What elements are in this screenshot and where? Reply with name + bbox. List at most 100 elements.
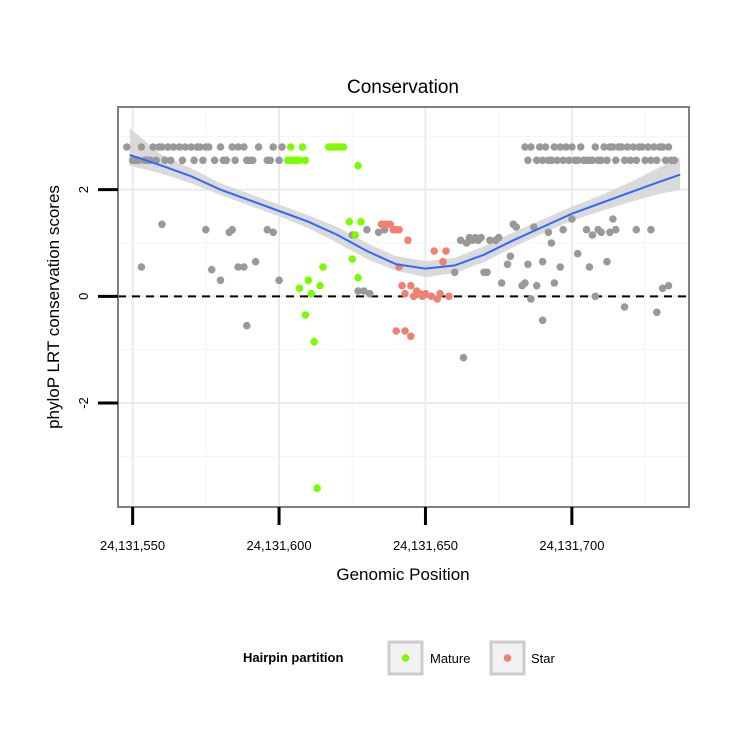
data-point-other: [562, 143, 570, 151]
data-point-other: [486, 236, 494, 245]
data-point-other: [620, 156, 629, 165]
data-point-other: [641, 156, 649, 165]
data-point-other: [169, 143, 178, 151]
data-point-other: [530, 223, 538, 231]
data-point-other: [609, 143, 617, 151]
data-point-other: [658, 143, 667, 151]
data-point-other: [623, 143, 632, 151]
data-point-other: [497, 279, 506, 287]
data-point-other: [216, 143, 225, 151]
legend-title: Hairpin partition: [243, 650, 343, 665]
data-point-star: [445, 292, 453, 301]
data-point-mature: [295, 156, 304, 165]
data-point-other: [638, 143, 646, 151]
data-point-other: [556, 263, 564, 271]
data-point-other: [538, 316, 547, 325]
data-point-other: [506, 252, 515, 261]
data-point-other: [603, 257, 611, 266]
data-point-other: [161, 156, 169, 165]
data-point-other: [532, 156, 541, 165]
data-point-other: [228, 143, 236, 151]
data-point-mature: [339, 143, 348, 151]
data-point-other: [164, 143, 172, 151]
data-point-other: [532, 281, 541, 290]
data-point-other: [556, 143, 564, 151]
x-tick-label: 24,131,550: [100, 538, 165, 553]
data-point-other: [644, 143, 652, 151]
data-point-other: [181, 143, 190, 151]
data-point-other: [137, 263, 146, 271]
data-point-other: [527, 295, 535, 303]
data-point-other: [568, 143, 576, 151]
data-point-star: [421, 289, 430, 298]
data-point-other: [576, 143, 585, 151]
data-point-other: [494, 233, 503, 242]
data-point-other: [275, 276, 283, 285]
data-point-other: [588, 156, 597, 165]
panel-border: [117, 106, 690, 508]
data-point-other: [550, 143, 559, 151]
data-point-other: [234, 263, 242, 271]
data-point-other: [565, 156, 573, 165]
data-point-other: [632, 225, 641, 234]
data-point-star: [442, 247, 450, 255]
legend-marker-mature: [401, 654, 410, 662]
data-point-other: [123, 143, 131, 151]
series-mature: [284, 143, 365, 493]
data-point-other: [559, 225, 567, 234]
data-point-other: [178, 156, 187, 165]
data-point-other: [606, 228, 614, 237]
data-point-other: [477, 233, 485, 242]
data-point-other: [664, 281, 673, 290]
data-point-other: [231, 156, 239, 165]
data-point-mature: [295, 284, 304, 293]
data-point-other: [512, 223, 520, 231]
data-point-other: [374, 228, 383, 237]
data-point-other: [582, 225, 591, 234]
data-point-other: [216, 276, 225, 285]
data-point-other: [591, 143, 600, 151]
data-point-mature: [316, 281, 324, 290]
data-point-other: [205, 143, 213, 151]
data-point-other: [620, 303, 629, 311]
data-point-mature: [319, 263, 327, 271]
data-point-other: [524, 260, 532, 269]
data-point-other: [234, 143, 242, 151]
data-point-other: [354, 287, 362, 295]
data-point-other: [363, 225, 371, 234]
x-tick-label: 24,131,650: [393, 538, 458, 553]
data-point-other: [535, 143, 544, 151]
data-point-other: [266, 156, 275, 165]
data-point-other: [612, 156, 620, 165]
data-point-other: [547, 156, 556, 165]
data-point-other: [597, 228, 605, 237]
data-point-other: [559, 156, 567, 165]
data-point-mature: [313, 484, 321, 493]
data-point-other: [450, 268, 459, 277]
data-point-mature: [307, 289, 316, 298]
legend-key-star: [489, 640, 526, 676]
data-point-other: [190, 156, 198, 165]
data-point-other: [240, 143, 248, 151]
data-point-other: [553, 156, 561, 165]
data-point-other: [541, 143, 550, 151]
data-point-other: [137, 143, 146, 151]
data-point-other: [573, 249, 582, 258]
data-point-other: [524, 156, 532, 165]
data-point-mature: [354, 161, 362, 170]
data-point-star: [395, 225, 403, 234]
data-point-other: [251, 257, 260, 266]
data-point-other: [166, 156, 175, 165]
data-point-other: [240, 263, 248, 271]
data-point-other: [603, 156, 611, 165]
x-axis-label: Genomic Position: [336, 565, 469, 584]
data-point-star: [427, 292, 436, 301]
data-point-other: [547, 239, 556, 247]
legend: Hairpin partition Mature Star: [243, 640, 556, 676]
data-point-star: [401, 327, 409, 335]
data-point-mature: [298, 143, 307, 151]
data-point-mature: [310, 337, 319, 346]
data-point-other: [585, 263, 594, 271]
data-point-other: [207, 265, 216, 274]
